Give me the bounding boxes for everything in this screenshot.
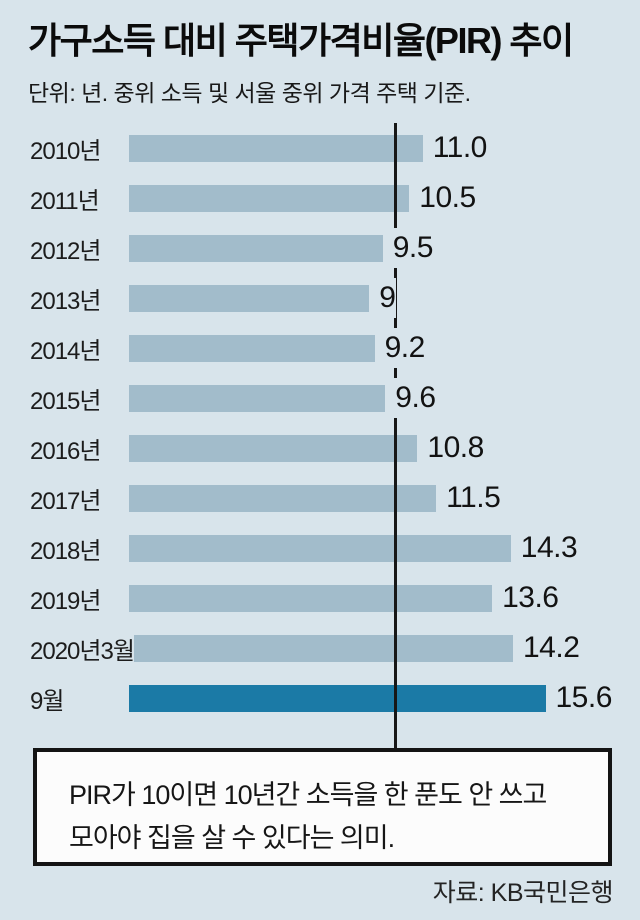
category-label: 2010년 xyxy=(30,137,101,165)
value-label: 9.5 xyxy=(388,228,434,268)
bar xyxy=(129,684,546,712)
chart-subtitle: 단위: 년. 중위 소득 및 서울 중위 가격 주택 기준. xyxy=(28,80,471,106)
chart-row: 2015년 9.6 xyxy=(30,373,640,423)
chart-title: 가구소득 대비 주택가격비율(PIR) 추이 xyxy=(28,20,574,61)
bar xyxy=(129,234,383,262)
chart-row: 2010년 11.0 xyxy=(30,123,640,173)
value-label: 9.2 xyxy=(380,328,426,368)
category-label: 2013년 xyxy=(30,287,101,315)
category-label: 2016년 xyxy=(30,437,101,465)
category-label: 2019년 xyxy=(30,587,101,615)
category-label: 9월 xyxy=(30,687,64,715)
value-label: 15.6 xyxy=(551,678,613,718)
value-label: 9 xyxy=(375,278,397,318)
value-label: 9.6 xyxy=(391,378,437,418)
category-label: 2020년3월 xyxy=(30,637,135,665)
bar xyxy=(129,484,437,512)
note-box: PIR가 10이면 10년간 소득을 한 푼도 안 쓰고 모아야 집을 살 수 … xyxy=(33,748,612,866)
category-label: 2014년 xyxy=(30,337,101,365)
value-label: 11.5 xyxy=(442,478,502,518)
chart-row: 9월 15.6 xyxy=(30,673,640,723)
bar-chart: 2010년 11.0 2011년 10.5 2012년 9.5 2013년 9 … xyxy=(30,123,640,723)
bar xyxy=(129,434,418,462)
note-line-1: PIR가 10이면 10년간 소득을 한 푼도 안 쓰고 xyxy=(69,780,547,810)
chart-row: 2016년 10.8 xyxy=(30,423,640,473)
chart-row: 2014년 9.2 xyxy=(30,323,640,373)
category-label: 2018년 xyxy=(30,537,101,565)
value-label: 10.5 xyxy=(415,178,477,218)
chart-row: 2013년 9 xyxy=(30,273,640,323)
category-label: 2012년 xyxy=(30,237,101,265)
value-label: 10.8 xyxy=(423,428,485,468)
bar xyxy=(129,134,423,162)
bar xyxy=(129,584,493,612)
bar xyxy=(129,284,370,312)
bar xyxy=(129,534,511,562)
category-label: 2015년 xyxy=(30,387,101,415)
bar xyxy=(129,384,386,412)
value-label: 13.6 xyxy=(498,578,560,618)
chart-row: 2011년 10.5 xyxy=(30,173,640,223)
chart-row: 2012년 9.5 xyxy=(30,223,640,273)
value-label: 14.3 xyxy=(516,528,579,568)
chart-row: 2020년3월 14.2 xyxy=(30,623,640,673)
bar xyxy=(129,334,375,362)
category-label: 2017년 xyxy=(30,487,101,515)
source-credit: 자료: KB국민은행 xyxy=(432,879,614,907)
value-label: 11.0 xyxy=(428,128,488,168)
note-line-2: 모아야 집을 살 수 있다는 의미. xyxy=(69,823,395,853)
chart-row: 2019년 13.6 xyxy=(30,573,640,623)
chart-row: 2017년 11.5 xyxy=(30,473,640,523)
chart-row: 2018년 14.3 xyxy=(30,523,640,573)
reference-line xyxy=(394,123,397,750)
bar xyxy=(133,634,513,662)
bar xyxy=(129,184,410,212)
category-label: 2011년 xyxy=(30,187,100,215)
value-label: 14.2 xyxy=(519,628,581,668)
